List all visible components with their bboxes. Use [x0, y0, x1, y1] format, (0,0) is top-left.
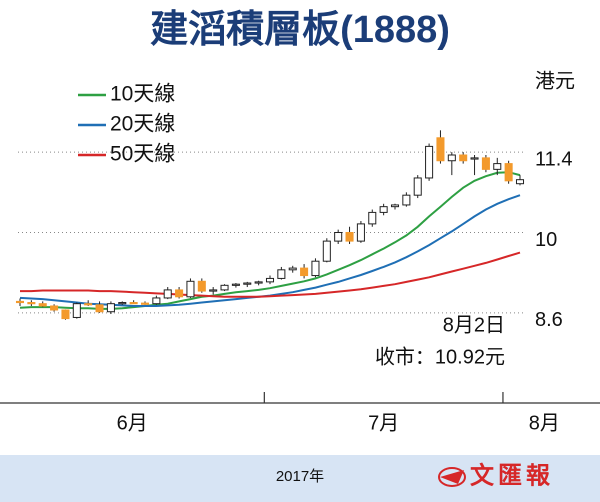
candle-body [61, 309, 70, 320]
candle-body [447, 154, 456, 162]
candle-body [493, 163, 502, 170]
candle-body [265, 277, 275, 283]
candle-body [470, 157, 479, 160]
candle-body [27, 302, 36, 305]
candle-body [379, 206, 388, 213]
candle-body [152, 297, 161, 305]
legend-label: 50天線 [110, 143, 175, 166]
y-unit-label: 港元 [535, 69, 575, 92]
footer-text: 2017年 [276, 468, 324, 485]
annotation: 收市：10.92元 [375, 345, 505, 368]
candle-body [197, 280, 206, 292]
candle-body [254, 281, 263, 284]
logo-emblem [440, 470, 464, 484]
candle-body [231, 283, 240, 286]
candle-body [220, 284, 229, 291]
chart-title: 建滔積層板(1888) [150, 9, 450, 51]
candle-body [84, 303, 93, 306]
legend-label: 20天線 [110, 113, 175, 136]
logo: 文匯報 [438, 461, 554, 489]
annotation: 8月2日 [443, 314, 505, 336]
candle-body [356, 223, 365, 242]
candle-body [515, 179, 525, 185]
y-tick-label: 10 [535, 229, 557, 251]
candle-body [243, 282, 252, 285]
candle-body [436, 137, 445, 162]
candle-body [72, 303, 81, 318]
candle-body [15, 300, 25, 304]
candle-body [322, 240, 331, 262]
candle-body [504, 163, 513, 182]
candle-body [140, 302, 150, 305]
candle-body [390, 204, 400, 208]
candle-body [345, 232, 354, 242]
candle-body [402, 194, 411, 206]
candle-body [186, 280, 195, 298]
candle-body [106, 303, 115, 313]
candle-body [368, 211, 377, 225]
candle-body [50, 305, 59, 311]
candle-body [481, 157, 490, 170]
candle-body [277, 269, 286, 279]
footer-band [0, 455, 600, 502]
x-tick-label: 6月 [117, 412, 148, 434]
candle-body [163, 289, 172, 299]
y-tick-label: 11.4 [535, 148, 572, 170]
logo-text: 文匯報 [470, 461, 554, 489]
candle-body [175, 289, 184, 298]
candle-body [459, 154, 468, 162]
ma-line [20, 251, 521, 298]
candle-body [95, 304, 104, 313]
legend-label: 10天線 [110, 83, 175, 106]
candle-body [334, 232, 343, 242]
candle-body [413, 177, 422, 196]
ma-line [19, 171, 521, 310]
candle-body [209, 289, 218, 292]
candle-body [38, 303, 47, 307]
logo-emblem [438, 467, 466, 487]
candle-body [129, 302, 138, 305]
candle-body [300, 267, 309, 277]
ma-line [19, 194, 521, 307]
x-tick-label: 8月 [529, 412, 560, 434]
x-tick-label: 7月 [368, 412, 399, 434]
y-tick-label: 8.6 [535, 309, 563, 331]
candle-body [118, 302, 127, 305]
candle-body [311, 260, 320, 277]
candle-body [425, 145, 434, 179]
candle-body [288, 267, 297, 271]
